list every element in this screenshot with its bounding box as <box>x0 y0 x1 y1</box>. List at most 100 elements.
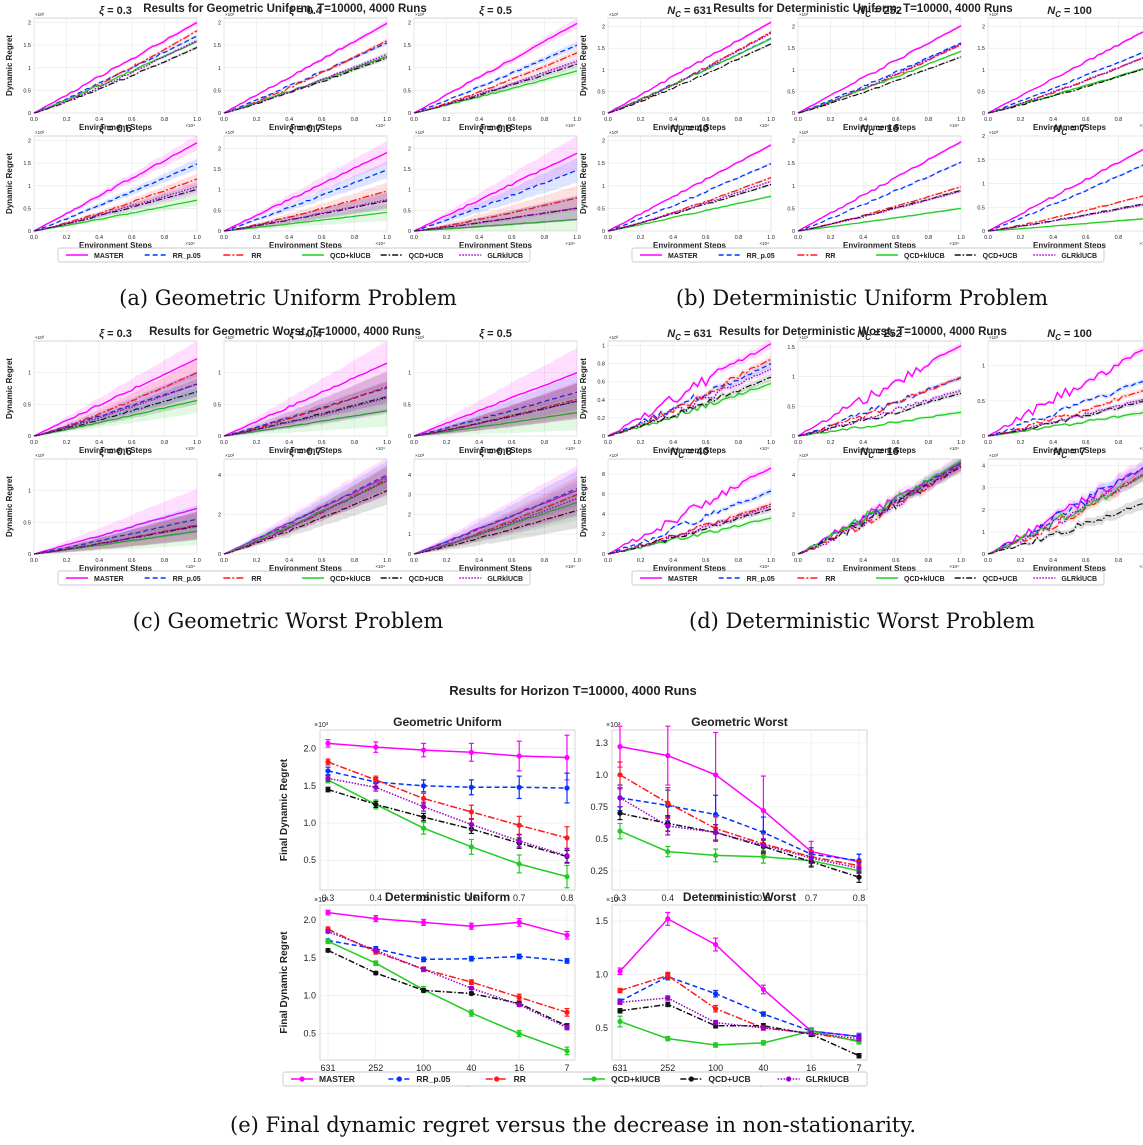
caption-a: (a) Geometric Uniform Problem <box>119 286 457 310</box>
x-tick-label: 0.0 <box>30 235 38 241</box>
x-multiplier: ×10⁴ <box>185 564 195 569</box>
y-axis-label: Dynamic Regret <box>579 476 588 537</box>
data-point-master <box>373 916 379 922</box>
y-tick-label: 0.5 <box>23 88 31 94</box>
x-tick-label: 0.7 <box>513 893 526 903</box>
panel-title: NC = 7 <box>1053 123 1085 137</box>
x-tick-label: 0.4 <box>95 117 103 123</box>
y-tick-label: 2 <box>602 25 605 31</box>
band-rr <box>34 510 197 554</box>
data-point-qcd-klucb <box>325 938 331 944</box>
x-tick-label: 0.8 <box>541 235 549 241</box>
series-line-qcd-ucb <box>223 490 388 555</box>
data-point-qcd-klucb <box>760 854 767 860</box>
series-line-rr <box>223 478 388 555</box>
band-rr-p-05 <box>34 505 197 554</box>
legend-label: QCD+klUCB <box>611 1074 660 1084</box>
band-rr <box>988 468 1143 554</box>
series-line-rr <box>797 464 962 555</box>
data-point-rr-p-05 <box>516 953 522 960</box>
series-line-rr <box>619 974 860 1042</box>
band-qcd-ucb <box>988 497 1143 554</box>
x-tick-label: 0.8 <box>161 235 169 241</box>
y-tick-label: 1.5 <box>403 43 411 49</box>
y-multiplier: ×10³ <box>225 12 235 17</box>
series-line-rr-p-05 <box>619 797 860 862</box>
series-line-qcd-ucb <box>33 391 198 437</box>
series-line-master <box>607 144 772 232</box>
data-point-qcd-ucb <box>373 970 379 976</box>
series-line-master <box>33 507 198 555</box>
y-multiplier: ×10³ <box>989 12 999 17</box>
panel-b-2: 0.0 0.2 0.4 0.6 0.8 1.0 0 0.5 1 1.5 2 ×10³ ×10⁴ NC = … <box>787 5 964 132</box>
data-point-glrklucb <box>325 928 331 935</box>
panel-a-1: 0.0 0.2 0.4 0.6 0.8 1.0 0 0.5 1 1.5 2 ×10³ ×10⁴ ξ = 0… <box>5 5 201 132</box>
band-rr-p-05 <box>798 375 961 436</box>
data-point-qcd-ucb <box>421 814 427 820</box>
y-tick-label: 0 <box>792 229 795 235</box>
band-rr-p-05 <box>34 371 197 436</box>
band-rr-p-05 <box>414 374 577 436</box>
band-rr-p-05 <box>414 470 577 554</box>
data-point-qcd-klucb <box>516 1030 522 1037</box>
y-tick-label: 1.0 <box>303 991 316 1001</box>
y-tick-label: 0.5 <box>787 404 795 410</box>
panel-c-3: 0.0 0.2 0.4 0.6 0.8 1.0 0 0.5 1 ×10³ ×10⁴ ξ = 0.5 En… <box>403 328 580 455</box>
data-point-glrklucb <box>808 855 814 861</box>
band-glrklucb <box>414 383 577 436</box>
y-tick-label: 1.0 <box>595 969 608 979</box>
y-multiplier: ×10³ <box>989 453 999 458</box>
data-point-qcd-klucb <box>713 1042 719 1048</box>
y-tick-label: 1 <box>28 66 31 72</box>
y-tick-label: 1.5 <box>213 167 221 173</box>
series-line-master <box>987 148 1143 232</box>
y-tick-label: 1.5 <box>787 46 795 52</box>
y-tick-label: 0 <box>28 552 31 558</box>
series-line-glrklucb <box>413 497 578 555</box>
y-multiplier: ×10³ <box>35 453 45 458</box>
series-line-rr-p-05 <box>987 51 1143 114</box>
y-tick-label: 1 <box>792 68 795 74</box>
panel-d-2: 0.0 0.2 0.4 0.6 0.8 1.0 0 0.5 1 1.5 ×10³ ×10⁴ NC = 2… <box>787 328 964 455</box>
x-tick-label: 0.3 <box>614 893 627 903</box>
panel-b-4: 0.0 0.2 0.4 0.6 0.8 1.0 0 0.5 1 1.5 2 ×10³ ×10⁴ NC = … <box>579 123 775 250</box>
data-point-qcd-klucb <box>373 960 379 966</box>
series-line-qcd-ucb <box>607 508 772 555</box>
series-line-master <box>413 490 578 555</box>
panel-title: ξ = 0.5 <box>479 5 512 17</box>
y-tick-label: 8 <box>602 472 605 478</box>
x-tick-label: 0.4 <box>669 235 677 241</box>
y-tick-label: 1.5 <box>403 167 411 173</box>
series-line-glrklucb <box>607 505 772 555</box>
x-multiplier: ×10⁴ <box>185 241 195 246</box>
panel-b-1: 0.0 0.2 0.4 0.6 0.8 1.0 0 0.5 1 1.5 2 ×10³ ×10⁴ NC = … <box>579 5 775 132</box>
legend-label: RR_p.05 <box>173 576 201 583</box>
panel-title: ξ = 0.5 <box>479 328 512 340</box>
y-tick-label: 1 <box>408 188 411 194</box>
x-tick-label: 0.0 <box>410 235 418 241</box>
x-multiplier: ×10⁴ <box>949 123 959 128</box>
band-glrklucb <box>608 365 771 436</box>
series-line-rr-p-05 <box>223 42 388 114</box>
y-tick-label: 1.5 <box>303 953 316 963</box>
x-tick-label: 0.8 <box>735 558 743 564</box>
x-tick-label: 0.0 <box>220 117 228 123</box>
y-multiplier: ×10³ <box>989 130 999 135</box>
legend-box <box>631 570 1105 586</box>
y-axis-label: Final Dynamic Regret <box>279 758 290 861</box>
y-tick-label: 1 <box>602 184 605 190</box>
series-line-qcd-ucb <box>33 46 198 114</box>
x-multiplier: ×10⁴ <box>759 123 769 128</box>
series-line-master <box>797 25 962 114</box>
x-tick-label: 0.6 <box>508 558 516 564</box>
x-tick-label: 1.0 <box>193 558 201 564</box>
x-tick-label: 0.2 <box>63 440 71 446</box>
x-tick-label: 0.4 <box>1049 117 1057 123</box>
data-point-master <box>665 916 671 922</box>
y-tick-label: 0 <box>982 229 985 235</box>
series-line-glrklucb <box>619 797 860 869</box>
data-point-rr <box>665 800 671 806</box>
band-glrklucb <box>34 511 197 554</box>
series-line-master <box>797 462 962 555</box>
